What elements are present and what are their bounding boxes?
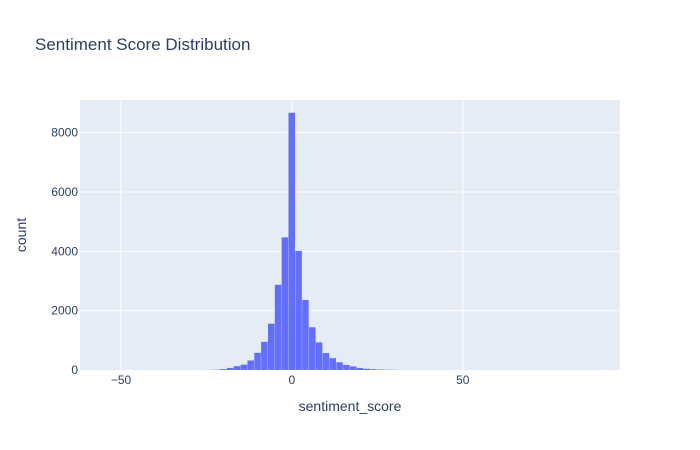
chart-title: Sentiment Score Distribution [35, 35, 250, 54]
histogram-bar [302, 299, 309, 370]
y-tick-label: 0 [71, 363, 78, 377]
histogram-bar [315, 342, 323, 370]
histogram-bar [356, 367, 364, 370]
histogram-bar [233, 366, 241, 370]
y-axis-ticks: 0 2000 4000 6000 8000 [51, 126, 78, 377]
histogram-bar [329, 358, 337, 370]
histogram-bar [370, 369, 378, 370]
histogram-bar [281, 237, 289, 370]
x-tick-label: 50 [456, 373, 470, 387]
x-axis-ticks: −50 0 50 [111, 373, 470, 387]
y-tick-label: 2000 [51, 304, 78, 318]
x-axis-title: sentiment_score [299, 398, 402, 414]
histogram-bar [363, 368, 371, 370]
histogram-bar [240, 364, 248, 370]
histogram-bar [336, 362, 343, 370]
histogram-bar [295, 251, 302, 370]
histogram-bar [226, 367, 234, 370]
histogram-bar [308, 327, 316, 370]
histogram-bar [350, 366, 357, 370]
x-tick-label: −50 [111, 373, 132, 387]
histogram-bar [254, 352, 261, 370]
histogram-bar [247, 360, 255, 370]
histogram-bar [261, 341, 268, 370]
histogram-bar [220, 369, 227, 370]
histogram-bar [274, 284, 282, 370]
y-tick-label: 6000 [51, 185, 78, 199]
y-axis-title: count [13, 218, 29, 252]
histogram-bars [206, 112, 398, 370]
y-tick-label: 8000 [51, 126, 78, 140]
histogram-bar [343, 364, 350, 370]
histogram-bar [288, 112, 296, 370]
y-tick-label: 4000 [51, 244, 78, 258]
plot-area [80, 100, 620, 370]
histogram-bar [322, 353, 330, 370]
x-tick-label: 0 [289, 373, 296, 387]
histogram-bar [267, 323, 275, 370]
